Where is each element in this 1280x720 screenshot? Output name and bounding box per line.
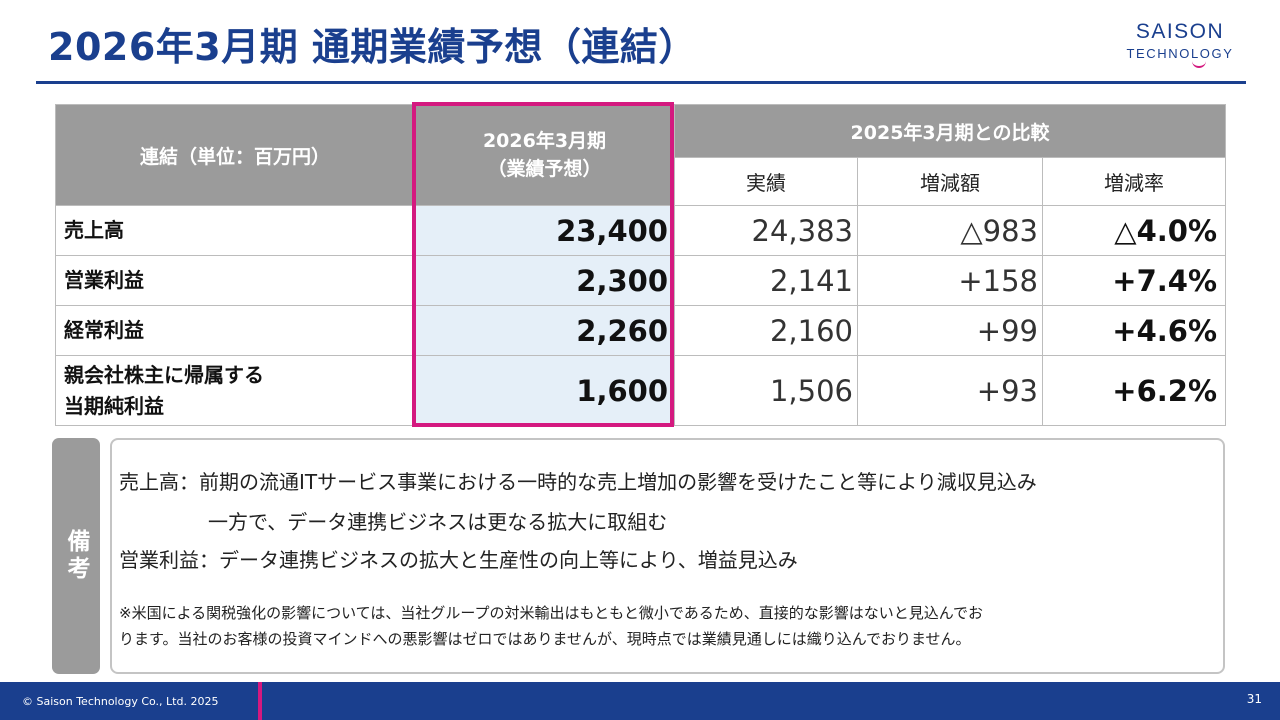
table-row: 売上高 23,400 24,383 △983 △4.0%: [55, 205, 1226, 256]
title-divider: [36, 81, 1246, 84]
forecast-value: 2,300: [414, 255, 675, 306]
row-label: 親会社株主に帰属する 当期純利益: [55, 355, 415, 426]
forecast-value: 23,400: [414, 205, 675, 256]
company-logo: SAISON TECHNOLOGY: [1110, 20, 1250, 74]
change-value: +93: [857, 355, 1043, 426]
notes-box: 売上高：前期の流通ITサービス事業における一時的な売上増加の影響を受けたこと等に…: [110, 438, 1225, 674]
forecast-table: 連結（単位：百万円） 2026年3月期 （業績予想） 2025年3月期との比較 …: [55, 104, 1226, 426]
rate-value: +7.4%: [1042, 255, 1226, 306]
row-label: 営業利益: [55, 255, 415, 306]
change-value: +99: [857, 305, 1043, 356]
row-label-line1: 親会社株主に帰属する: [64, 362, 264, 387]
row-label: 売上高: [55, 205, 415, 256]
header-segment-label: 連結（単位：百万円）: [55, 104, 415, 206]
forecast-value: 2,260: [414, 305, 675, 356]
rate-value: +4.6%: [1042, 305, 1226, 356]
header-forecast-line2: （業績予想）: [487, 158, 602, 180]
page-title: 2026年3月期 通期業績予想（連結）: [48, 25, 697, 69]
footer-copyright: © Saison Technology Co., Ltd. 2025: [22, 695, 219, 708]
note-tariff-line2: ります。当社のお客様の投資マインドへの悪影響はゼロではありませんが、現時点では業…: [119, 630, 971, 648]
change-value: +158: [857, 255, 1043, 306]
table-row: 経常利益 2,260 2,160 +99 +4.6%: [55, 305, 1226, 356]
header-actual: 実績: [674, 157, 858, 206]
note-operating-profit: 営業利益：データ連携ビジネスの拡大と生産性の向上等により、増益見込み: [119, 548, 798, 572]
header-comparison: 2025年3月期との比較: [674, 104, 1226, 158]
header-forecast-line1: 2026年3月期: [482, 130, 607, 152]
notes-tab: 備考: [52, 438, 100, 674]
table-row: 親会社株主に帰属する 当期純利益 1,600 1,506 +93 +6.2%: [55, 355, 1226, 426]
actual-value: 24,383: [674, 205, 858, 256]
actual-value: 2,160: [674, 305, 858, 356]
actual-value: 2,141: [674, 255, 858, 306]
header-rate: 増減率: [1042, 157, 1226, 206]
page-number: 31: [1246, 692, 1262, 706]
logo-wordmark-top: SAISON: [1135, 20, 1225, 43]
header-change: 増減額: [857, 157, 1043, 206]
row-label: 経常利益: [55, 305, 415, 356]
logo-wordmark-bottom: TECHNOLOGY: [1126, 46, 1234, 61]
note-tariff-line1: ※米国による関税強化の影響については、当社グループの対米輸出はもともと微小である…: [119, 604, 983, 622]
rate-value: +6.2%: [1042, 355, 1226, 426]
forecast-value: 1,600: [414, 355, 675, 426]
notes-tab-label: 備考: [63, 529, 89, 583]
table-row: 営業利益 2,300 2,141 +158 +7.4%: [55, 255, 1226, 306]
change-value: △983: [857, 205, 1043, 256]
note-sales: 売上高：前期の流通ITサービス事業における一時的な売上増加の影響を受けたこと等に…: [119, 470, 1037, 494]
footer-bar: © Saison Technology Co., Ltd. 2025 31: [0, 682, 1280, 720]
row-label-line2: 当期純利益: [64, 393, 164, 418]
footer-accent-stripe: [258, 682, 262, 720]
actual-value: 1,506: [674, 355, 858, 426]
rate-value: △4.0%: [1042, 205, 1226, 256]
header-forecast: 2026年3月期 （業績予想）: [414, 104, 675, 206]
logo-smile-mark: [1192, 60, 1206, 68]
note-sales-continued: 一方で、データ連携ビジネスは更なる拡大に取組む: [208, 510, 668, 534]
